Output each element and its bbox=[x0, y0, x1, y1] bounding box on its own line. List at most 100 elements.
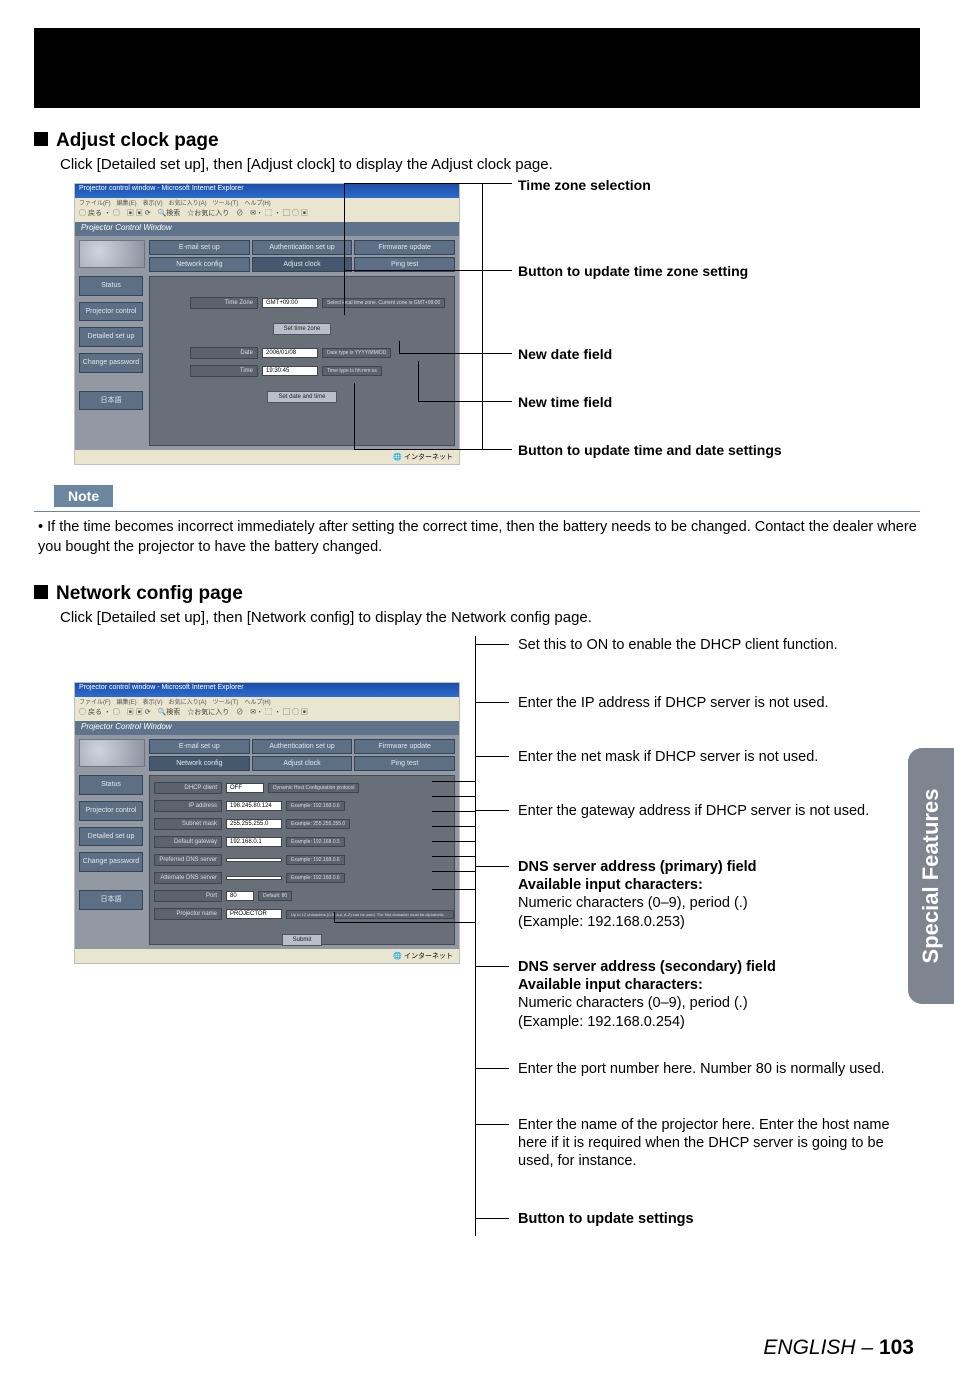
dns2-input[interactable] bbox=[226, 876, 282, 880]
chapter-side-tab: Special Features bbox=[908, 748, 954, 1004]
time-input[interactable]: 19:30:45 bbox=[262, 366, 318, 376]
ip-label: IP address bbox=[154, 800, 222, 812]
timezone-select[interactable]: GMT+09:00 bbox=[262, 298, 318, 308]
port-input[interactable]: 80 bbox=[226, 891, 254, 901]
dns1-hint: Example: 192.168.0.6 bbox=[286, 855, 345, 865]
callout-dns1: DNS server address (primary) field Avail… bbox=[518, 858, 898, 931]
tab-firmware[interactable]: Firmware update bbox=[354, 240, 455, 255]
window-statusbar: 🌐 インターネット bbox=[75, 949, 459, 963]
pcw-logo-icon bbox=[79, 240, 145, 268]
dns2-label: Alternate DNS server bbox=[154, 872, 222, 884]
time-label: Time bbox=[190, 365, 258, 377]
date-input[interactable]: 2006/01/08 bbox=[262, 348, 318, 358]
callout-line bbox=[418, 401, 512, 402]
sidebar-item-detailed-setup[interactable]: Detailed set up bbox=[79, 827, 143, 847]
tab-auth[interactable]: Authentication set up bbox=[252, 739, 353, 754]
tab-network[interactable]: Network config bbox=[149, 257, 250, 272]
section1-heading: Adjust clock page bbox=[34, 130, 920, 152]
footer-sep: – bbox=[856, 1336, 879, 1359]
sidebar-item-japanese[interactable]: 日本語 bbox=[79, 890, 143, 910]
timezone-hint: Select local time zone. Current zone is … bbox=[322, 298, 445, 308]
tab-firmware[interactable]: Firmware update bbox=[354, 739, 455, 754]
callout-line bbox=[334, 922, 475, 923]
page-footer: ENGLISH – 103 bbox=[763, 1336, 914, 1360]
set-datetime-button[interactable]: Set date and time bbox=[267, 391, 336, 403]
callout-line bbox=[418, 361, 419, 401]
sidebar-item-projector-control[interactable]: Projector control bbox=[79, 801, 143, 821]
callout-set-datetime-btn: Button to update time and date settings bbox=[518, 442, 782, 458]
header-black-band bbox=[34, 28, 920, 108]
bullet-square-icon bbox=[34, 585, 48, 599]
gw-input[interactable]: 192.168.0.1 bbox=[226, 837, 282, 847]
tab-ping[interactable]: Ping test bbox=[354, 756, 455, 771]
dhcp-select[interactable]: OFF bbox=[226, 783, 264, 793]
tab-network[interactable]: Network config bbox=[149, 756, 250, 771]
callout-port: Enter the port number here. Number 80 is… bbox=[518, 1060, 898, 1078]
callout-ip: Enter the IP address if DHCP server is n… bbox=[518, 694, 898, 712]
note-text: • If the time becomes incorrect immediat… bbox=[38, 518, 920, 557]
sidebar-item-change-password[interactable]: Change password bbox=[79, 852, 143, 872]
submit-button[interactable]: Submit bbox=[282, 934, 323, 946]
mask-input[interactable]: 255.255.255.0 bbox=[226, 819, 282, 829]
callout-line bbox=[344, 183, 512, 184]
name-input[interactable]: PROJECTOR bbox=[226, 909, 282, 919]
callout-line bbox=[475, 756, 509, 757]
pcw-sidebar: Status Projector control Detailed set up… bbox=[79, 739, 143, 915]
name-label: Projector name bbox=[154, 908, 222, 920]
ip-hint: Example: 192.168.0.6 bbox=[286, 801, 345, 811]
callout-line bbox=[432, 826, 475, 827]
network-panel: DHCP clientOFFDynamic Host Configuration… bbox=[149, 775, 455, 945]
gw-hint: Example: 192.168.0.5 bbox=[286, 837, 345, 847]
tab-email[interactable]: E-mail set up bbox=[149, 739, 250, 754]
mask-label: Subnet mask bbox=[154, 818, 222, 830]
tab-email[interactable]: E-mail set up bbox=[149, 240, 250, 255]
name-hint: Up to 12 characters (0-9, a-z, A-Z) can … bbox=[286, 910, 454, 919]
callout-line bbox=[475, 866, 509, 867]
sidebar-item-status[interactable]: Status bbox=[79, 276, 143, 296]
callout-line bbox=[475, 1218, 509, 1219]
callout-line bbox=[344, 270, 345, 315]
pcw-sidebar: Status Projector control Detailed set up… bbox=[79, 240, 143, 416]
callout-dns2: DNS server address (secondary) field Ava… bbox=[518, 958, 898, 1031]
timezone-label: Time Zone bbox=[190, 297, 258, 309]
pcw-logo-icon bbox=[79, 739, 145, 767]
window-menubar: ファイル(F) 編集(E) 表示(V) お気に入り(A) ツール(T) ヘルプ(… bbox=[75, 198, 459, 208]
window-toolbar: ◯ 戻る ・ ◯ ▣ ▣ ⟳ 🔍検索 ☆お気に入り ⊘ ✉・ ⬚ ・ ▢ ◯ ▣ bbox=[75, 707, 459, 721]
date-hint: Date type is YYYY/MM/DD bbox=[322, 348, 391, 358]
dns1-input[interactable] bbox=[226, 858, 282, 862]
pcw-body: Status Projector control Detailed set up… bbox=[75, 735, 459, 949]
callout-line bbox=[475, 1068, 509, 1069]
callout-line bbox=[354, 383, 355, 449]
sidebar-item-detailed-setup[interactable]: Detailed set up bbox=[79, 327, 143, 347]
window-menubar: ファイル(F) 編集(E) 表示(V) お気に入り(A) ツール(T) ヘルプ(… bbox=[75, 697, 459, 707]
section1-sub: Click [Detailed set up], then [Adjust cl… bbox=[60, 156, 920, 173]
callout-line bbox=[432, 871, 475, 872]
sidebar-item-change-password[interactable]: Change password bbox=[79, 353, 143, 373]
callout-line bbox=[399, 353, 512, 354]
sidebar-item-status[interactable]: Status bbox=[79, 775, 143, 795]
callout-gateway: Enter the gateway address if DHCP server… bbox=[518, 802, 908, 820]
callout-line bbox=[432, 889, 475, 890]
sidebar-item-japanese[interactable]: 日本語 bbox=[79, 391, 143, 411]
note-rule bbox=[34, 511, 920, 512]
tab-adjust-clock[interactable]: Adjust clock bbox=[252, 257, 353, 272]
callout-bracket bbox=[482, 183, 483, 449]
section2-heading: Network config page bbox=[34, 583, 920, 605]
window-statusbar: 🌐 インターネット bbox=[75, 450, 459, 464]
callout-line bbox=[432, 811, 475, 812]
ip-input[interactable]: 198.245.80.124 bbox=[226, 801, 282, 811]
callout-line bbox=[334, 912, 335, 922]
pcw-tabs: E-mail set up Authentication set up Firm… bbox=[149, 739, 455, 773]
adjust-clock-screenshot: Projector control window - Microsoft Int… bbox=[74, 183, 460, 465]
callout-line bbox=[399, 341, 400, 353]
tab-auth[interactable]: Authentication set up bbox=[252, 240, 353, 255]
section2-sub: Click [Detailed set up], then [Network c… bbox=[60, 609, 920, 626]
pcw-body: Status Projector control Detailed set up… bbox=[75, 236, 459, 450]
callout-date-field: New date field bbox=[518, 346, 612, 362]
tab-adjust-clock[interactable]: Adjust clock bbox=[252, 756, 353, 771]
sidebar-item-projector-control[interactable]: Projector control bbox=[79, 302, 143, 322]
window-toolbar: ◯ 戻る ・ ◯ ▣ ▣ ⟳ 🔍検索 ☆お気に入り ⊘ ✉・ ⬚ ・ ▢ ◯ ▣ bbox=[75, 208, 459, 222]
callout-line bbox=[432, 796, 475, 797]
callout-timezone: Time zone selection bbox=[518, 177, 651, 193]
set-timezone-button[interactable]: Set time zone bbox=[273, 323, 332, 335]
